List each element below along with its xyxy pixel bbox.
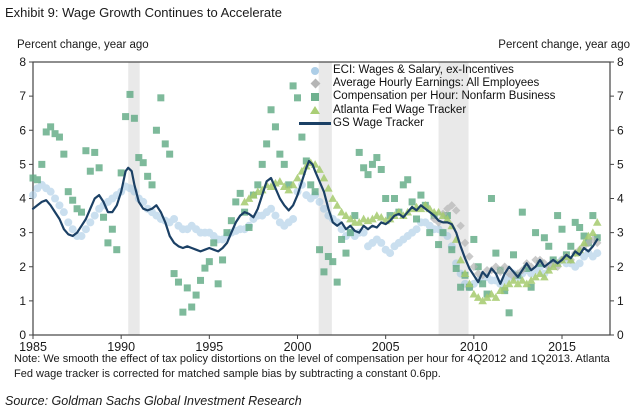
svg-text:8: 8 [617,55,624,69]
source-line: Source: Goldman Sachs Global Investment … [5,394,302,408]
legend-item-eci: ECI: Wages & Salary, ex-Incentives [297,64,555,77]
svg-text:5: 5 [617,157,624,171]
legend-item-ahe: Average Hourly Earnings: All Employees [297,77,555,90]
svg-text:6: 6 [19,123,26,137]
y-axis-unit-label-left: Percent change, year ago [17,39,149,51]
svg-text:8: 8 [19,55,26,69]
svg-text:5: 5 [19,157,26,171]
chart-legend: ECI: Wages & Salary, ex-Incentives Avera… [297,64,555,130]
atlanta-triangle-icon [310,106,320,115]
legend-item-atlanta: Atlanta Fed Wage Tracker [297,104,555,117]
svg-text:4: 4 [617,192,624,206]
svg-text:0: 0 [617,328,624,342]
legend-label-atlanta: Atlanta Fed Wage Tracker [333,103,467,116]
eci-circle-icon [311,66,319,75]
chart-footnote: Note: We smooth the effect of tax policy… [14,353,610,380]
recession-band [128,62,140,335]
exhibit-title: Exhibit 9: Wage Growth Continues to Acce… [5,5,282,20]
svg-text:2015: 2015 [548,340,576,354]
legend-item-comp: Compensation per Hour: Nonfarm Business [297,90,555,103]
svg-text:2005: 2005 [372,340,400,354]
svg-text:6: 6 [617,123,624,137]
y-axis-unit-label-right: Percent change, year ago [498,39,630,51]
svg-text:0: 0 [19,328,26,342]
svg-text:2: 2 [19,260,26,274]
svg-text:1990: 1990 [107,340,135,354]
gs-line-icon [299,122,331,125]
svg-text:3: 3 [617,226,624,240]
series-triangle-points [240,158,602,305]
legend-label-comp: Compensation per Hour: Nonfarm Business [333,90,556,103]
svg-text:1995: 1995 [195,340,223,354]
legend-label-eci: ECI: Wages & Salary, ex-Incentives [333,64,514,76]
svg-text:1: 1 [617,294,624,308]
x-axis-ticks: 1985 1990 1995 2000 2005 2010 2015 [19,335,576,354]
svg-text:1985: 1985 [19,340,47,354]
svg-text:7: 7 [19,89,26,103]
legend-label-ahe: Average Hourly Earnings: All Employees [333,77,540,90]
svg-text:7: 7 [617,89,624,103]
legend-label-gs: GS Wage Tracker [333,116,424,129]
ahe-diamond-icon [310,78,320,89]
svg-text:2000: 2000 [284,340,312,354]
svg-text:2: 2 [617,260,624,274]
svg-text:4: 4 [19,192,26,206]
comp-square-icon [311,92,319,101]
gs-wage-tracker-line [31,159,599,285]
svg-text:1: 1 [19,294,26,308]
svg-text:2010: 2010 [460,340,488,354]
svg-text:3: 3 [19,226,26,240]
legend-item-gs: GS Wage Tracker [297,117,555,130]
